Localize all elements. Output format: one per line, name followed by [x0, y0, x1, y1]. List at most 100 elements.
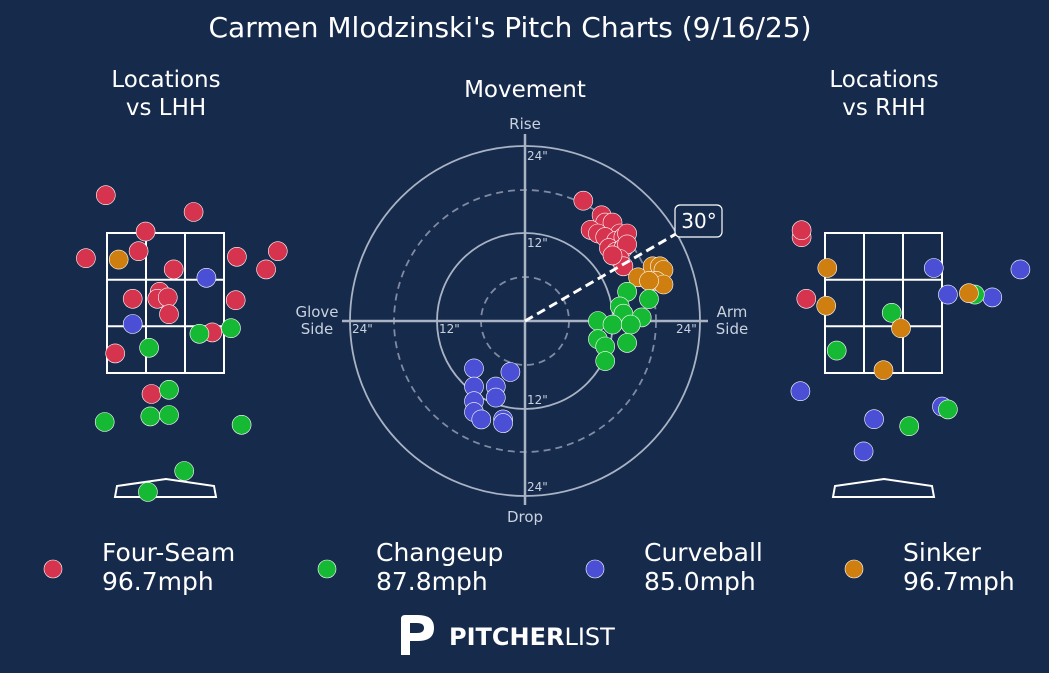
axis-label-drop: Drop	[507, 508, 543, 526]
four-seam-pitch-marker	[573, 190, 594, 211]
curveball-pitch-marker	[923, 258, 944, 278]
lhh-home-plate	[113, 477, 218, 498]
ring-label: 24"	[527, 149, 548, 163]
legend: Four-Seam 96.7mph Changeup 87.8mph Curve…	[43, 538, 1015, 596]
legend-label-curveball: Curveball	[644, 538, 763, 567]
curveball-pitch-marker	[982, 287, 1003, 308]
movement-title: Movement	[464, 77, 586, 103]
legend-velo-changeup: 87.8mph	[376, 567, 488, 596]
four-seam-pitch-marker	[225, 290, 246, 311]
four-seam-pitch-marker	[796, 288, 817, 309]
lhh-location-points	[76, 185, 288, 502]
curveball-pitch-marker	[938, 284, 958, 305]
legend-label-four-seam: Four-Seam	[102, 538, 235, 567]
rhh-home-plate	[831, 477, 936, 498]
curveball-pitch-marker	[500, 362, 521, 382]
legend-marker-curveball	[585, 559, 605, 579]
curveball-pitch-marker	[485, 387, 506, 408]
rhh-title-line1: Locations	[829, 67, 938, 93]
changeup-pitch-marker	[159, 405, 179, 425]
legend-label-sinker: Sinker	[903, 538, 982, 567]
curveball-pitch-marker	[853, 441, 874, 462]
brand-wordmark: PITCHERLIST	[449, 623, 615, 651]
curveball-pitch-marker	[464, 358, 484, 379]
axis-label-glove-2: Side	[301, 320, 333, 338]
ring-label: 12"	[439, 322, 460, 336]
curveball-pitch-marker	[471, 409, 492, 430]
four-seam-pitch-marker	[267, 241, 288, 261]
ring-label: 12"	[527, 236, 548, 250]
sinker-pitch-marker	[959, 283, 979, 304]
four-seam-pitch-marker	[227, 246, 247, 267]
rhh-location-points	[790, 220, 1031, 462]
ring-label: 24"	[352, 322, 373, 336]
changeup-pitch-marker	[595, 351, 616, 371]
changeup-pitch-marker	[174, 461, 194, 481]
four-seam-pitch-marker	[163, 259, 184, 280]
lhh-title-line1: Locations	[111, 67, 220, 93]
sinker-pitch-marker	[817, 258, 838, 278]
curveball-pitch-marker	[493, 413, 513, 433]
changeup-pitch-marker	[938, 399, 958, 420]
sinker-pitch-marker	[873, 360, 894, 381]
changeup-pitch-marker	[138, 482, 158, 502]
changeup-pitch-marker	[159, 379, 179, 400]
four-seam-pitch-marker	[256, 259, 276, 280]
curveball-pitch-marker	[1010, 259, 1031, 280]
four-seam-pitch-marker	[135, 221, 156, 242]
four-seam-pitch-marker	[128, 241, 149, 261]
four-seam-pitch-marker	[122, 288, 143, 309]
changeup-pitch-marker	[189, 323, 210, 344]
four-seam-pitch-marker	[158, 287, 178, 308]
ring-label: 24"	[676, 322, 697, 336]
chart-title: Carmen Mlodzinski's Pitch Charts (9/16/2…	[209, 11, 812, 44]
arm-angle-label: 30°	[681, 209, 716, 233]
curveball-pitch-marker	[864, 409, 884, 430]
legend-velo-four-seam: 96.7mph	[102, 567, 214, 596]
axis-label-arm-1: Arm	[717, 303, 748, 321]
lhh-title-line2: vs LHH	[126, 95, 206, 121]
changeup-pitch-marker	[617, 333, 637, 353]
legend-label-changeup: Changeup	[376, 538, 503, 567]
four-seam-pitch-marker	[105, 343, 125, 364]
four-seam-pitch-marker	[602, 245, 623, 266]
ring-label: 24"	[527, 480, 548, 494]
curveball-pitch-marker	[196, 267, 217, 288]
legend-velo-sinker: 96.7mph	[903, 567, 1015, 596]
sinker-pitch-marker	[816, 295, 837, 316]
four-seam-pitch-marker	[76, 248, 96, 269]
four-seam-pitch-marker	[159, 304, 179, 325]
four-seam-pitch-marker	[96, 185, 116, 205]
movement-points	[464, 190, 674, 433]
changeup-pitch-marker	[140, 406, 161, 427]
changeup-pitch-marker	[620, 314, 641, 335]
rhh-title-line2: vs RHH	[842, 95, 925, 121]
ring-label: 12"	[527, 393, 548, 407]
changeup-pitch-marker	[639, 289, 659, 309]
changeup-pitch-marker	[221, 318, 241, 339]
changeup-pitch-marker	[139, 337, 159, 358]
sinker-pitch-marker	[639, 271, 659, 291]
four-seam-pitch-marker	[791, 220, 812, 240]
curveball-pitch-marker	[122, 314, 143, 334]
legend-marker-sinker	[844, 559, 864, 579]
four-seam-pitch-marker	[141, 384, 162, 404]
sinker-pitch-marker	[108, 249, 129, 270]
changeup-pitch-marker	[231, 414, 252, 435]
axis-label-rise: Rise	[509, 115, 541, 133]
four-seam-pitch-marker	[183, 202, 204, 222]
arm-angle-label-box	[674, 204, 723, 238]
axis-label-arm-2: Side	[716, 320, 748, 338]
brand-light: LIST	[564, 623, 615, 651]
changeup-pitch-marker	[899, 416, 920, 437]
legend-marker-changeup	[317, 559, 337, 579]
changeup-pitch-marker	[826, 340, 847, 361]
axis-label-glove-1: Glove	[295, 303, 338, 321]
brand-bold: PITCHER	[449, 623, 564, 651]
sinker-pitch-marker	[891, 318, 911, 339]
legend-marker-four-seam	[43, 559, 63, 579]
changeup-pitch-marker	[94, 412, 115, 432]
changeup-pitch-marker	[881, 302, 902, 323]
pitcherlist-logo-icon	[401, 615, 434, 655]
